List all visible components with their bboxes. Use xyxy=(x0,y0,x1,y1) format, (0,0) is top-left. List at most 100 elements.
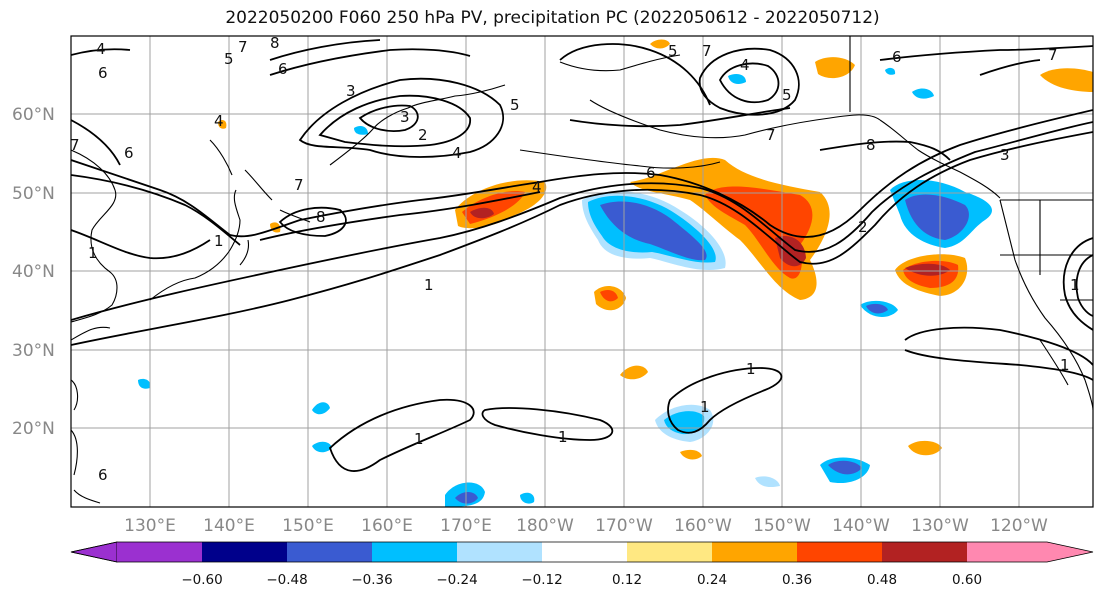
colorbar-tick-label: 0.48 xyxy=(867,572,897,588)
contour-label: 8 xyxy=(866,136,876,154)
contour-label: 1 xyxy=(424,276,434,294)
precip-negative-area xyxy=(312,441,332,453)
contour-label: 7 xyxy=(70,136,80,154)
colorbar-tick-label: −0.12 xyxy=(521,572,562,588)
pv-contour-line xyxy=(71,174,541,246)
pv-contour-line xyxy=(71,121,1093,321)
colorbar-segment xyxy=(117,542,202,562)
contour-label: 6 xyxy=(646,164,656,182)
colorbar-tick-label: −0.36 xyxy=(351,572,392,588)
pv-contour-line xyxy=(698,47,800,116)
colorbar-tick-label: −0.48 xyxy=(266,572,307,588)
precip-positive-area xyxy=(620,365,648,380)
coastline-kamchatka xyxy=(329,84,506,166)
contour-label: 1 xyxy=(700,398,710,416)
precip-positive-area xyxy=(650,39,670,49)
contour-label: 5 xyxy=(782,86,792,104)
colorbar-tick-label: 0.36 xyxy=(782,572,812,588)
pv-contour-line xyxy=(298,77,505,158)
pv-contour-line xyxy=(318,94,471,148)
colorbar-tick-label: −0.24 xyxy=(436,572,477,588)
coastline-aleutians xyxy=(519,149,721,169)
pv-contour-line xyxy=(71,229,211,260)
precip-positive-area xyxy=(680,449,702,460)
contour-label: 7 xyxy=(1048,46,1058,64)
contour-label: 6 xyxy=(98,64,108,82)
contour-label: 4 xyxy=(740,56,750,74)
contour-label: 6 xyxy=(124,144,134,162)
pv-contour-line xyxy=(718,62,780,104)
contour-label: 1 xyxy=(214,232,224,250)
pv-contour-line xyxy=(1062,237,1093,331)
precip-negative-area xyxy=(912,88,934,99)
land-borders xyxy=(849,36,1093,301)
pv-contour-line xyxy=(667,367,783,434)
coastlines xyxy=(71,36,1093,504)
precip-positive-area xyxy=(218,120,227,129)
precip-negative-area xyxy=(885,67,896,75)
pv-contour-line xyxy=(71,48,131,166)
colorbar-tick-label: −0.60 xyxy=(181,572,222,588)
precip-negative-area xyxy=(755,476,780,488)
pv-contour-line xyxy=(71,131,1093,346)
colorbar-segment xyxy=(287,542,372,562)
pv-contour-line xyxy=(269,39,471,76)
precip-positive-area xyxy=(600,290,618,302)
coastline-sakhalin-kuril xyxy=(209,139,311,223)
colorbar-ticks: −0.60 −0.48 −0.36 −0.24 −0.12 0.12 0.24 … xyxy=(181,572,982,588)
contour-label: 6 xyxy=(98,466,108,484)
lon-label: 160°E xyxy=(361,516,413,536)
lat-label: 20°N xyxy=(12,419,55,439)
graticule xyxy=(71,36,1093,507)
colorbar-tick-label: 0.60 xyxy=(952,572,982,588)
pv-contour-line xyxy=(481,407,614,441)
contour-label: 2 xyxy=(418,126,428,144)
precip-positive-area xyxy=(470,207,494,219)
lat-label: 60°N xyxy=(12,105,55,125)
colorbar: −0.60 −0.48 −0.36 −0.24 −0.12 0.12 0.24 … xyxy=(70,541,1094,588)
contour-labels: 4 6 7 8 5 6 7 1 3 2 4 5 7 6 8 4 5 7 7 6 … xyxy=(70,34,1080,484)
pv-contour-line xyxy=(879,45,1093,61)
precip-positive-area xyxy=(905,263,950,276)
lon-label: 170°W xyxy=(595,516,653,536)
map-frame xyxy=(70,35,1094,508)
contour-label: 3 xyxy=(1000,146,1010,164)
lon-label: 130°E xyxy=(124,516,176,536)
contour-label: 2 xyxy=(858,218,868,236)
pv-contour-line xyxy=(904,326,1093,381)
precip-negative-area xyxy=(728,74,746,84)
contour-label: 1 xyxy=(88,244,98,262)
contour-label: 1 xyxy=(1060,356,1070,374)
contour-label: 5 xyxy=(510,96,520,114)
longitude-labels: 130°E 140°E 150°E 160°E 170°E 180°W 170°… xyxy=(124,516,1048,536)
contour-label: 6 xyxy=(892,48,902,66)
coastline-asia xyxy=(71,149,118,323)
colorbar-extend-max xyxy=(967,542,1093,562)
pv-contour-line xyxy=(559,43,791,128)
colorbar-segment xyxy=(542,542,627,562)
precip-negative-area xyxy=(354,126,368,135)
colorbar-segment xyxy=(372,542,457,562)
contour-label: 7 xyxy=(702,42,712,60)
lon-label: 150°W xyxy=(753,516,811,536)
colorbar-outline xyxy=(70,541,1094,563)
precip-negative-area xyxy=(600,201,707,261)
contour-label: 5 xyxy=(224,50,234,68)
colorbar-segment xyxy=(457,542,542,562)
colorbar-segment xyxy=(882,542,967,562)
precip-negative-area xyxy=(312,402,330,415)
contour-label: 4 xyxy=(532,178,542,196)
colorbar-segment xyxy=(797,542,882,562)
lat-label: 30°N xyxy=(12,341,55,361)
pv-contours xyxy=(71,39,1093,472)
map-title: 2022050200 F060 250 hPa PV, precipitatio… xyxy=(225,8,880,28)
lon-label: 170°E xyxy=(440,516,492,536)
colorbar-segment xyxy=(202,542,287,562)
contour-label: 3 xyxy=(400,108,410,126)
contour-label: 3 xyxy=(346,82,356,100)
contour-label: 1 xyxy=(1070,276,1080,294)
pv-contour-line xyxy=(278,206,347,237)
lon-label: 150°E xyxy=(282,516,334,536)
lon-label: 140°W xyxy=(832,516,890,536)
